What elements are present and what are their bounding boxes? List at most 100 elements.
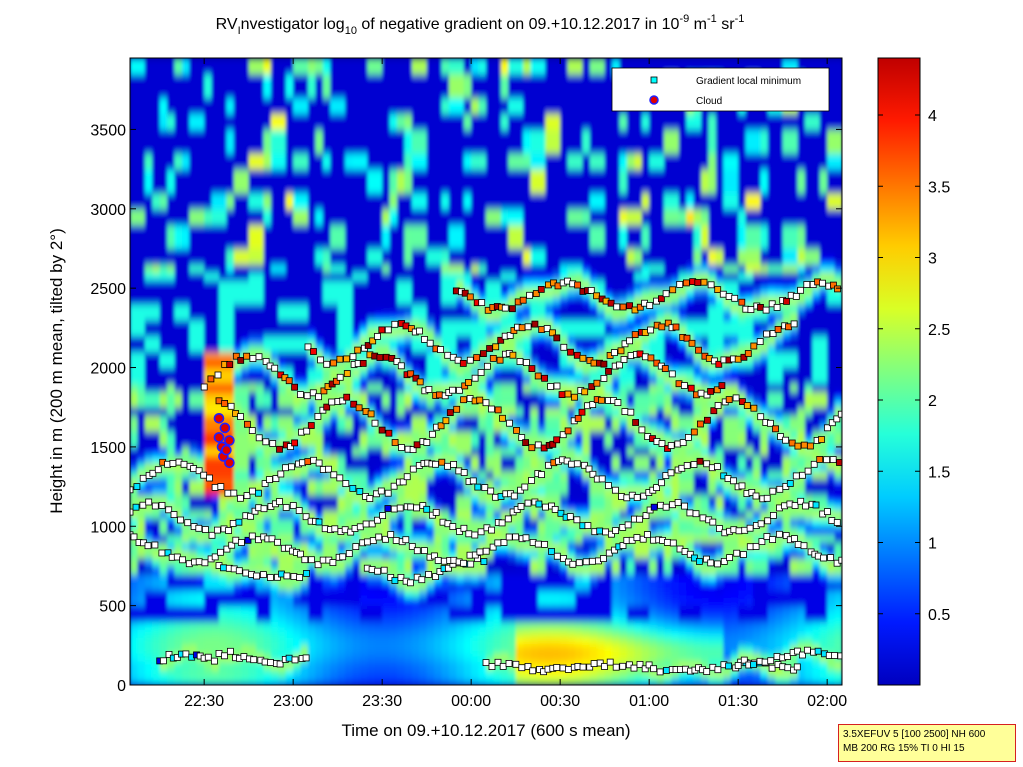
- heatmap-cell: [486, 597, 495, 607]
- heatmap-cell: [575, 486, 584, 496]
- heatmap-cell: [419, 73, 428, 83]
- heatmap-cell: [233, 661, 242, 670]
- heatmap-cell: [293, 327, 302, 337]
- heatmap-cell: [256, 145, 265, 154]
- heatmap-cell: [434, 153, 443, 162]
- heatmap-cell: [471, 581, 480, 591]
- heatmap-cell: [486, 645, 495, 654]
- heatmap-cell: [404, 438, 413, 448]
- heatmap-cell: [196, 137, 205, 146]
- heatmap-cell: [256, 621, 265, 631]
- heatmap-cell: [352, 137, 361, 146]
- heatmap-cell: [397, 423, 406, 432]
- heatmap-cell: [397, 383, 406, 392]
- heatmap-cell: [552, 510, 561, 519]
- heatmap-cell: [181, 335, 190, 345]
- heatmap-cell: [241, 462, 250, 472]
- heatmap-cell: [426, 526, 435, 535]
- heatmap-cell: [144, 677, 153, 685]
- heatmap-cell: [352, 216, 361, 226]
- heatmap-cell: [441, 145, 450, 154]
- heatmap-cell: [174, 486, 183, 496]
- heatmap-cell: [256, 677, 265, 685]
- heatmap-cell: [500, 224, 509, 234]
- heatmap-cell: [308, 351, 317, 361]
- heatmap-cell: [359, 224, 368, 234]
- heatmap-cell: [575, 605, 584, 615]
- heatmap-cell: [404, 65, 413, 75]
- heatmap-cell: [152, 446, 161, 456]
- heatmap-cell: [537, 423, 546, 432]
- heatmap-cell: [263, 407, 272, 416]
- heatmap-cell: [537, 359, 546, 369]
- heatmap-cell: [196, 256, 205, 265]
- heatmap-cell: [419, 248, 428, 258]
- heatmap-cell: [167, 518, 176, 527]
- heatmap-cell: [411, 208, 420, 218]
- heatmap-cell: [345, 470, 354, 480]
- heatmap-cell: [419, 462, 428, 472]
- heatmap-cell: [226, 431, 235, 440]
- heatmap-cell: [204, 581, 213, 591]
- heatmap-cell: [582, 645, 591, 654]
- heatmap-cell: [508, 677, 517, 685]
- heatmap-cell: [426, 224, 435, 234]
- heatmap-cell: [523, 565, 532, 575]
- heatmap-cell: [174, 629, 183, 638]
- heatmap-cell: [196, 97, 205, 107]
- heatmap-cell: [471, 462, 480, 472]
- heatmap-cell: [337, 184, 346, 194]
- heatmap-cell: [181, 399, 190, 408]
- heatmap-cell: [426, 264, 435, 273]
- heatmap-cell: [456, 462, 465, 472]
- heatmap-cell: [359, 621, 368, 631]
- heatmap-cell: [471, 605, 480, 615]
- heatmap-cell: [204, 65, 213, 75]
- heatmap-cell: [174, 184, 183, 194]
- heatmap-cell: [374, 446, 383, 456]
- heatmap-cell: [434, 367, 443, 377]
- heatmap-cell: [278, 113, 287, 123]
- heatmap-cell: [367, 462, 376, 472]
- heatmap-cell: [456, 438, 465, 448]
- heatmap-cell: [219, 462, 228, 472]
- heatmap-cell: [167, 542, 176, 551]
- heatmap-cell: [159, 296, 168, 305]
- heatmap-cell: [174, 145, 183, 154]
- heatmap-cell: [337, 454, 346, 464]
- heatmap-cell: [411, 558, 420, 567]
- heatmap-cell: [478, 161, 487, 170]
- heatmap-cell: [226, 296, 235, 305]
- heatmap-cell: [174, 438, 183, 448]
- heatmap-cell: [330, 581, 339, 591]
- heatmap-cell: [419, 526, 428, 535]
- heatmap-cell: [582, 526, 591, 535]
- heatmap-cell: [315, 232, 324, 242]
- heatmap-cell: [367, 367, 376, 377]
- heatmap-cell: [248, 256, 257, 265]
- heatmap-cell: [382, 605, 391, 615]
- heatmap-cell: [359, 351, 368, 361]
- heatmap-cell: [144, 224, 153, 234]
- heatmap-cell: [478, 415, 487, 424]
- heatmap-cell: [508, 573, 517, 583]
- heatmap-cell: [345, 565, 354, 575]
- heatmap-cell: [233, 224, 242, 234]
- heatmap-cell: [196, 288, 205, 297]
- heatmap-cell: [211, 248, 220, 258]
- heatmap-cell: [441, 288, 450, 297]
- heatmap-cell: [456, 81, 465, 91]
- heatmap-cell: [293, 304, 302, 313]
- heatmap-cell: [441, 375, 450, 385]
- heatmap-cell: [500, 343, 509, 353]
- heatmap-cell: [448, 534, 457, 543]
- heatmap-cell: [500, 137, 509, 146]
- heatmap-cell: [441, 581, 450, 591]
- heatmap-cell: [397, 264, 406, 273]
- heatmap-cell: [278, 137, 287, 146]
- heatmap-cell: [567, 494, 576, 504]
- heatmap-cell: [352, 605, 361, 615]
- heatmap-cell: [508, 645, 517, 654]
- heatmap-cell: [196, 359, 205, 369]
- heatmap-cell: [397, 454, 406, 464]
